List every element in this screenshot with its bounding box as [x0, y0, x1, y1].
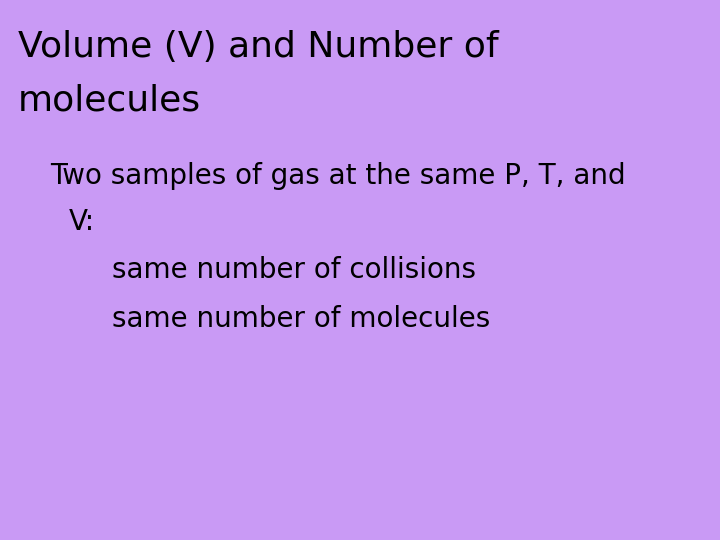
Text: molecules: molecules — [18, 84, 201, 118]
Text: same number of molecules: same number of molecules — [112, 305, 490, 333]
Text: Volume (V) and Number of: Volume (V) and Number of — [18, 30, 499, 64]
Text: Two samples of gas at the same P, T, and: Two samples of gas at the same P, T, and — [50, 162, 626, 190]
Text: V:: V: — [68, 208, 94, 236]
Text: same number of collisions: same number of collisions — [112, 256, 476, 285]
